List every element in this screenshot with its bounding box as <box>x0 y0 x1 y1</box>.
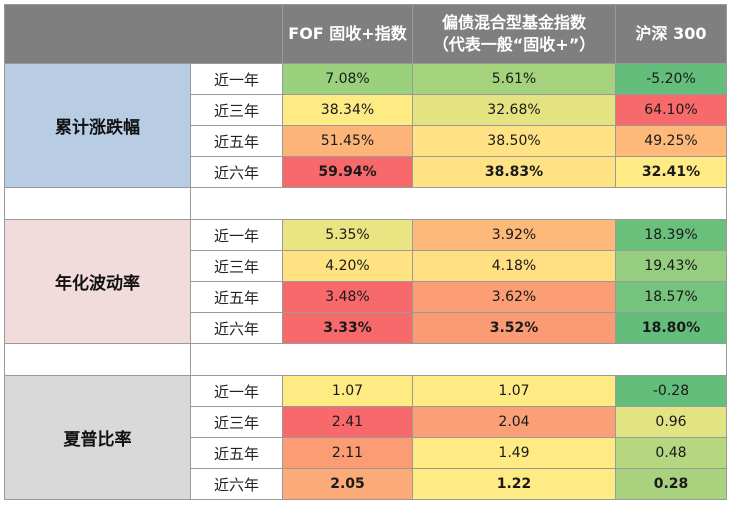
table-row: 近五年 2.11 1.49 0.48 <box>5 437 727 469</box>
table-row: 近六年 2.05 1.22 0.28 <box>5 468 727 500</box>
table-row: 近六年 3.33% 3.52% 18.80% <box>5 312 727 344</box>
value-mix: 2.04 <box>412 406 616 438</box>
period-label: 近五年 <box>190 437 283 469</box>
period-label: 近一年 <box>190 63 283 95</box>
value-fof: 4.20% <box>282 250 413 282</box>
value-fof: 5.35% <box>282 219 413 251</box>
value-mix: 3.92% <box>412 219 616 251</box>
group-label: 年化波动率 <box>4 219 191 344</box>
value-mix: 3.62% <box>412 281 616 313</box>
period-label: 近六年 <box>190 312 283 344</box>
group-spacer <box>4 343 727 376</box>
value-hs300: 32.41% <box>615 156 727 188</box>
period-label: 近五年 <box>190 281 283 313</box>
group-spacer <box>4 187 727 220</box>
value-hs300: 0.96 <box>615 406 727 438</box>
group-label: 累计涨跌幅 <box>4 63 191 188</box>
period-label: 近六年 <box>190 468 283 500</box>
period-label: 近五年 <box>190 125 283 157</box>
value-fof: 59.94% <box>282 156 413 188</box>
period-label: 近一年 <box>190 219 283 251</box>
period-label: 近三年 <box>190 250 283 282</box>
period-label: 近三年 <box>190 94 283 126</box>
header-mix-line1: 偏债混合型基金指数 <box>441 13 586 32</box>
value-fof: 38.34% <box>282 94 413 126</box>
period-label: 近六年 <box>190 156 283 188</box>
table-row: 近三年 38.34% 32.68% 64.10% <box>5 94 727 126</box>
value-fof: 7.08% <box>282 63 413 95</box>
value-mix: 3.52% <box>412 312 616 344</box>
header-corner <box>4 4 283 64</box>
value-hs300: 0.28 <box>615 468 727 500</box>
header-mix-line2: （代表一般“固收+”） <box>432 35 596 54</box>
value-mix: 32.68% <box>412 94 616 126</box>
header-hs300: 沪深 300 <box>615 4 727 64</box>
value-fof: 3.48% <box>282 281 413 313</box>
value-hs300: -0.28 <box>615 375 727 407</box>
value-hs300: 18.80% <box>615 312 727 344</box>
comparison-table: FOF 固收+指数 偏债混合型基金指数 （代表一般“固收+”） 沪深 300 累… <box>4 4 727 500</box>
value-hs300: 64.10% <box>615 94 727 126</box>
value-fof: 3.33% <box>282 312 413 344</box>
value-fof: 51.45% <box>282 125 413 157</box>
period-label: 近三年 <box>190 406 283 438</box>
header-mix: 偏债混合型基金指数 （代表一般“固收+”） <box>412 4 616 64</box>
value-mix: 1.49 <box>412 437 616 469</box>
value-fof: 1.07 <box>282 375 413 407</box>
value-fof: 2.11 <box>282 437 413 469</box>
group-label: 夏普比率 <box>4 375 191 500</box>
value-mix: 1.22 <box>412 468 616 500</box>
spacer-cell <box>190 187 727 220</box>
value-hs300: 19.43% <box>615 250 727 282</box>
period-label: 近一年 <box>190 375 283 407</box>
spacer-cell <box>4 343 191 376</box>
value-hs300: 18.39% <box>615 219 727 251</box>
table-row: 近五年 3.48% 3.62% 18.57% <box>5 281 727 313</box>
spacer-cell <box>4 187 191 220</box>
table-row: 年化波动率 近一年 5.35% 3.92% 18.39% <box>4 219 727 344</box>
value-fof: 2.41 <box>282 406 413 438</box>
value-hs300: 18.57% <box>615 281 727 313</box>
value-mix: 4.18% <box>412 250 616 282</box>
value-mix: 38.50% <box>412 125 616 157</box>
value-hs300: -5.20% <box>615 63 727 95</box>
table-row: 近三年 2.41 2.04 0.96 <box>5 406 727 438</box>
value-hs300: 49.25% <box>615 125 727 157</box>
table-row: 累计涨跌幅 近一年 7.08% 5.61% -5.20% <box>4 63 727 188</box>
value-mix: 1.07 <box>412 375 616 407</box>
value-fof: 2.05 <box>282 468 413 500</box>
table-row: 近三年 4.20% 4.18% 19.43% <box>5 250 727 282</box>
spacer-cell <box>190 343 727 376</box>
value-mix: 38.83% <box>412 156 616 188</box>
header-fof: FOF 固收+指数 <box>282 4 413 64</box>
header-row: FOF 固收+指数 偏债混合型基金指数 （代表一般“固收+”） 沪深 300 <box>4 4 727 64</box>
table-row: 夏普比率 近一年 1.07 1.07 -0.28 <box>4 375 727 500</box>
value-hs300: 0.48 <box>615 437 727 469</box>
table-row: 近五年 51.45% 38.50% 49.25% <box>5 125 727 157</box>
value-mix: 5.61% <box>412 63 616 95</box>
table-row: 近六年 59.94% 38.83% 32.41% <box>5 156 727 188</box>
